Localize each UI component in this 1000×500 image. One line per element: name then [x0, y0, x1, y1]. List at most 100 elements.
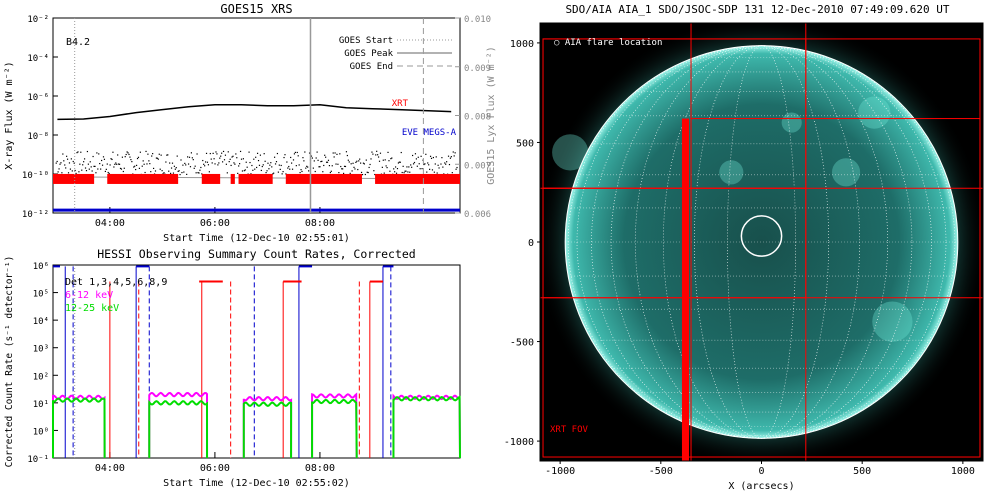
goes-short-dot: [72, 160, 74, 163]
goes-short-dot: [310, 155, 313, 157]
goes-short-dot: [125, 153, 127, 156]
goes-short-dot: [429, 168, 431, 170]
goes-xtick-label: 08:00: [305, 218, 335, 229]
active-region: [719, 160, 744, 185]
goes-short-dot: [200, 166, 202, 169]
goes-short-dot: [265, 172, 267, 174]
goes-short-dot: [282, 171, 284, 173]
goes-short-dot: [61, 172, 63, 174]
goes-short-dot: [275, 161, 278, 163]
hessi-series-1: [52, 395, 461, 459]
goes-short-dot: [197, 172, 199, 174]
goes-short-dot: [206, 161, 209, 163]
goes-short-dot: [445, 163, 447, 165]
goes-short-dot: [359, 158, 361, 160]
goes-short-dot: [205, 152, 208, 154]
goes-short-dot: [324, 154, 326, 156]
goes-short-dot: [215, 151, 217, 153]
goes-short-dot: [363, 163, 365, 165]
goes-short-dot: [417, 156, 419, 158]
goes-short-dot: [81, 169, 83, 171]
goes-short-dot: [441, 157, 443, 159]
goes-class-annotation: B4.2: [66, 37, 90, 48]
goes-short-dot: [292, 159, 295, 161]
goes-short-dot: [181, 171, 183, 174]
aia-xtick-label: -500: [649, 466, 673, 477]
hessi-legend-low: 6-12 keV: [65, 290, 113, 301]
hessi-ytick-label: 10³: [33, 345, 49, 355]
goes-short-dot: [338, 171, 340, 174]
goes-short-dot: [336, 153, 338, 155]
goes-short-dot: [152, 167, 155, 170]
goes-short-dot: [97, 168, 99, 170]
goes-short-dot: [167, 154, 169, 156]
goes-short-dot: [77, 151, 79, 153]
goes-xrt-bar: [201, 173, 221, 184]
goes-short-dot: [437, 164, 439, 166]
goes-short-dot: [235, 153, 237, 155]
goes-legend-label: GOES Peak: [344, 49, 393, 59]
goes-short-dot: [66, 155, 68, 157]
goes-short-dot: [239, 163, 241, 165]
goes-ytick-label: 10⁻⁴: [27, 54, 49, 64]
goes-short-dot: [298, 164, 300, 166]
goes-ytick-label: 10⁻¹⁰: [22, 171, 49, 181]
goes-short-dot: [176, 155, 178, 157]
aia-xtick-label: 1000: [951, 466, 975, 477]
goes-short-dot: [124, 156, 126, 158]
goes-short-dot: [374, 173, 376, 176]
goes-short-dot: [440, 163, 442, 165]
goes-xrs-long-line: [57, 104, 452, 121]
goes-short-dot: [388, 160, 390, 162]
goes-short-dot: [144, 171, 146, 174]
goes-short-dot: [418, 163, 420, 165]
aia-ytick-label: 500: [516, 138, 534, 149]
goes-short-dot: [225, 163, 227, 165]
goes-short-dot: [273, 172, 275, 174]
goes-short-dot: [202, 159, 204, 162]
goes-short-dot: [389, 170, 391, 172]
goes-short-dot: [430, 157, 433, 159]
goes-short-dot: [366, 171, 368, 173]
goes-short-dot: [66, 158, 69, 160]
aia-xtick-label: -1000: [545, 466, 575, 477]
goes-short-dot: [145, 150, 147, 153]
goes-short-dot: [289, 168, 291, 170]
goes-short-dot: [404, 170, 406, 172]
goes-short-dot: [434, 163, 436, 165]
goes-short-dot: [274, 163, 277, 165]
hessi-ytick-label: 10⁶: [33, 262, 49, 272]
goes-short-dot: [166, 154, 168, 156]
goes-short-dot: [330, 170, 332, 172]
goes-ylabel: X-ray Flux (W m⁻²): [4, 61, 15, 169]
hessi-ytick-label: 10²: [33, 372, 49, 382]
goes-short-dot: [456, 166, 458, 169]
goes-short-dot: [262, 164, 264, 166]
goes-xlabel: Start Time (12-Dec-10 02:55:01): [163, 233, 350, 244]
goes-short-dot: [256, 152, 259, 154]
goes-short-dot: [103, 158, 106, 160]
goes-short-dot: [311, 157, 313, 159]
goes-short-dot: [195, 172, 197, 174]
goes-short-dot: [398, 161, 400, 163]
goes-short-dot: [314, 170, 316, 173]
goes-short-dot: [444, 162, 446, 164]
goes-short-dot: [344, 165, 347, 168]
hessi-series-line: [52, 397, 106, 459]
goes-short-dot: [379, 152, 382, 154]
active-region: [872, 301, 913, 342]
goes-short-dot: [323, 164, 325, 167]
goes-short-dot: [189, 166, 192, 168]
goes-short-dot: [69, 168, 72, 170]
goes-short-dot: [120, 168, 123, 170]
goes-short-dot: [83, 158, 86, 160]
goes-short-dot: [433, 171, 435, 173]
goes-short-dot: [428, 164, 430, 166]
goes-short-dot: [360, 162, 362, 164]
goes-short-dot: [109, 164, 111, 166]
goes-short-dot: [91, 170, 93, 172]
goes-ylabel-right: GOES15 Lyx Flux (W m⁻²): [486, 46, 497, 184]
goes-short-dot: [271, 166, 273, 168]
goes-short-dot: [162, 173, 164, 175]
goes-short-dot: [230, 164, 232, 167]
